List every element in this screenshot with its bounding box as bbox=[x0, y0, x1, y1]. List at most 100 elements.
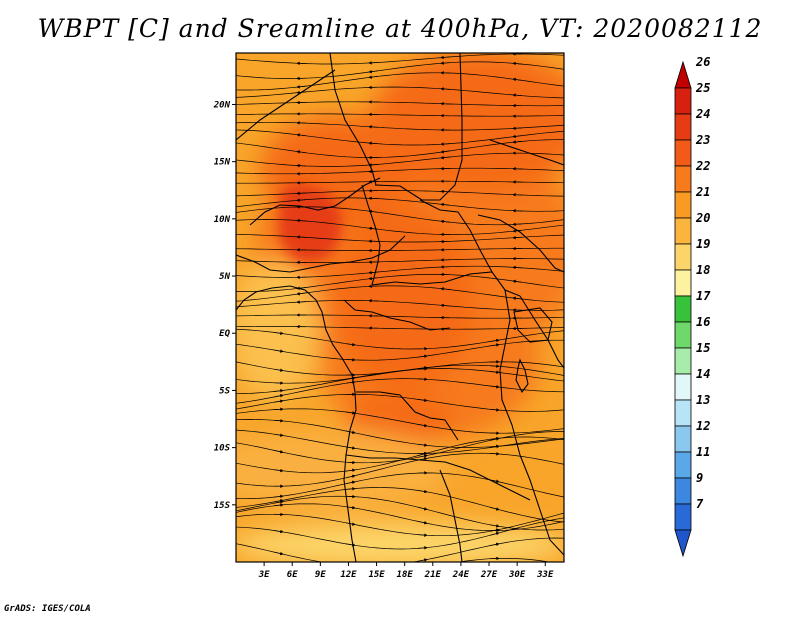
streamline-arrow bbox=[296, 133, 307, 137]
colorbar-box bbox=[674, 217, 692, 245]
streamline-arrow bbox=[489, 338, 500, 343]
border-mali bbox=[236, 69, 336, 141]
chart-title: WBPT [C] and Sreamline at 400hPa, VT: 20… bbox=[37, 14, 763, 43]
colorbar-label: 23 bbox=[695, 133, 710, 147]
border-namibia-botswana bbox=[345, 454, 531, 501]
border-sudan bbox=[419, 199, 493, 273]
colorbar-box bbox=[674, 477, 692, 505]
colorbar-box bbox=[674, 113, 692, 141]
colorbar-box bbox=[674, 503, 692, 531]
streamline-arrow bbox=[273, 331, 284, 336]
streamline-arrow bbox=[345, 487, 356, 491]
coastline-west-africa bbox=[236, 285, 357, 562]
streamline-arrow bbox=[417, 398, 428, 402]
colorbar-label: 24 bbox=[695, 107, 710, 121]
colorbar-label: 19 bbox=[696, 237, 710, 251]
colorbar-labels: 26 25 24 23 22 21 20 19 18 17 16 15 14 13 12 11 9 7 bbox=[695, 55, 711, 511]
streamline-arrow bbox=[440, 150, 451, 154]
lat-tick-label: 15N bbox=[214, 158, 231, 168]
lat-tick-label: 15S bbox=[214, 501, 231, 511]
streamlines bbox=[236, 53, 564, 562]
colorbar-box bbox=[674, 191, 692, 219]
streamline-arrow bbox=[368, 69, 379, 74]
lat-tick-label: 5S bbox=[219, 386, 230, 396]
lon-tick-label: 3E bbox=[258, 570, 270, 580]
colorbar-label: 7 bbox=[696, 497, 704, 511]
streamline-arrow bbox=[440, 55, 451, 60]
border-nigeria-cameroon bbox=[236, 235, 406, 273]
streamline-arrow bbox=[489, 408, 500, 412]
streamline-arrow bbox=[273, 494, 284, 499]
lon-tick-label: 33E bbox=[536, 570, 554, 580]
streamline-arrow bbox=[296, 85, 307, 89]
streamline-arrow bbox=[273, 368, 284, 372]
streamline-arrow bbox=[417, 489, 428, 494]
streamline-arrow bbox=[345, 342, 356, 347]
streamline-arrow bbox=[368, 163, 379, 167]
colorbar-label: 13 bbox=[696, 393, 710, 407]
lon-tick-label: 18E bbox=[397, 570, 414, 580]
streamline-arrow bbox=[417, 506, 428, 511]
colorbar-label: 11 bbox=[696, 445, 710, 459]
lon-axis: 3E 6E 9E 12E 15E 18E 21E 24E 27E 30E 33E bbox=[258, 562, 554, 580]
lat-axis: 20N 15N 10N 5N EQ 5S 10S 15S bbox=[213, 100, 236, 511]
colorbar-label: 25 bbox=[695, 81, 710, 95]
streamline-arrow bbox=[273, 529, 284, 534]
streamline-arrow bbox=[417, 521, 428, 525]
colorbar-label: 26 bbox=[695, 55, 710, 69]
streamline-arrow bbox=[273, 394, 284, 398]
map-frame bbox=[235, 52, 565, 563]
streamline bbox=[457, 557, 551, 562]
streamline-arrow bbox=[440, 303, 451, 308]
streamline-arrow bbox=[489, 343, 500, 347]
border-libya-chad bbox=[374, 184, 423, 201]
streamline-arrow bbox=[512, 296, 523, 301]
streamline-arrow bbox=[417, 558, 428, 562]
streamline-arrow bbox=[489, 528, 500, 532]
streamline-arrow bbox=[368, 209, 379, 214]
wbpt-23-region-southwest bbox=[345, 395, 455, 445]
lon-tick-label: 9E bbox=[315, 570, 326, 580]
streamline-arrow bbox=[489, 364, 500, 368]
streamline-arrow bbox=[440, 287, 451, 291]
streamline-arrow bbox=[296, 150, 307, 154]
streamline-arrow bbox=[489, 370, 500, 374]
streamline-arrow bbox=[273, 468, 284, 473]
border-ethiopia bbox=[477, 214, 564, 273]
streamline-arrow bbox=[489, 524, 500, 528]
streamline-arrow bbox=[512, 134, 523, 139]
streamline-arrow bbox=[440, 202, 451, 207]
border-niger-algeria bbox=[329, 53, 377, 186]
credit-text: GrADS: IGES/COLA bbox=[4, 604, 91, 614]
streamline-arrow bbox=[368, 125, 379, 129]
border-chad bbox=[361, 184, 381, 286]
colorbar-box bbox=[674, 87, 692, 115]
colorbar-label: 17 bbox=[696, 289, 711, 303]
colorbar-box bbox=[674, 243, 692, 271]
coastline-mozambique bbox=[519, 454, 564, 556]
border-botswana-east bbox=[439, 469, 463, 562]
streamline-arrow bbox=[440, 219, 451, 224]
streamline-arrow bbox=[440, 87, 451, 91]
colorbar-label: 18 bbox=[696, 263, 710, 277]
lat-tick-label: 10N bbox=[214, 215, 231, 225]
colorbar-box bbox=[674, 399, 692, 427]
streamline-arrow bbox=[345, 380, 356, 385]
streamline-arrow bbox=[417, 546, 428, 550]
streamline-arrow bbox=[273, 450, 284, 454]
streamline-arrow bbox=[489, 385, 500, 389]
colorbar-box bbox=[674, 269, 692, 297]
lat-tick-label: EQ bbox=[219, 329, 230, 339]
streamline-arrow bbox=[489, 444, 500, 449]
colorbar-label: 15 bbox=[696, 341, 710, 355]
streamline-arrow bbox=[273, 349, 284, 353]
colorbar-label: 9 bbox=[696, 471, 703, 485]
streamline-arrow bbox=[296, 218, 307, 223]
streamline-arrow bbox=[368, 141, 379, 146]
colorbar-label: 21 bbox=[695, 185, 710, 199]
border-east-africa-lakes bbox=[499, 289, 521, 456]
streamline-arrow bbox=[417, 452, 428, 456]
colorbar-box bbox=[674, 139, 692, 167]
